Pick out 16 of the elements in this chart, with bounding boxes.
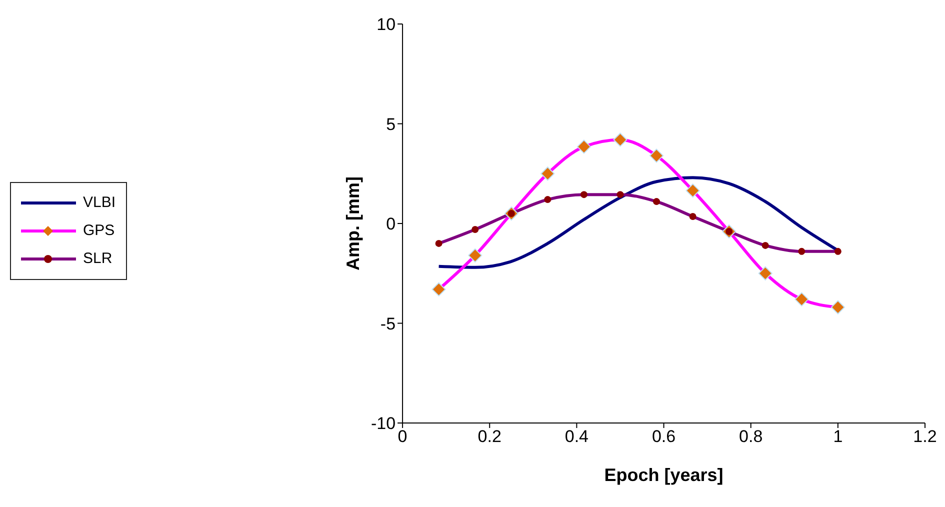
y-axis-title: Amp. [mm] <box>342 176 363 270</box>
y-tick-label: 5 <box>386 114 396 134</box>
y-tick-label: 0 <box>386 214 396 234</box>
x-tick-label: 1.2 <box>913 427 937 446</box>
x-tick-label: 1 <box>833 427 843 446</box>
legend-label: SLR <box>83 250 112 267</box>
x-tick-label: 0.4 <box>564 427 589 446</box>
y-tick-label: 10 <box>376 15 396 34</box>
x-tick-label: 0.8 <box>739 427 763 446</box>
x-tick-label: 0.6 <box>652 427 676 446</box>
y-tick-label: -10 <box>370 414 396 434</box>
x-tick-label: 0.2 <box>478 427 502 446</box>
x-axis-title: Epoch [years] <box>604 465 724 485</box>
legend-label: GPS <box>83 222 115 239</box>
legend-label: VLBI <box>83 194 116 211</box>
y-tick-label: -5 <box>380 314 396 334</box>
